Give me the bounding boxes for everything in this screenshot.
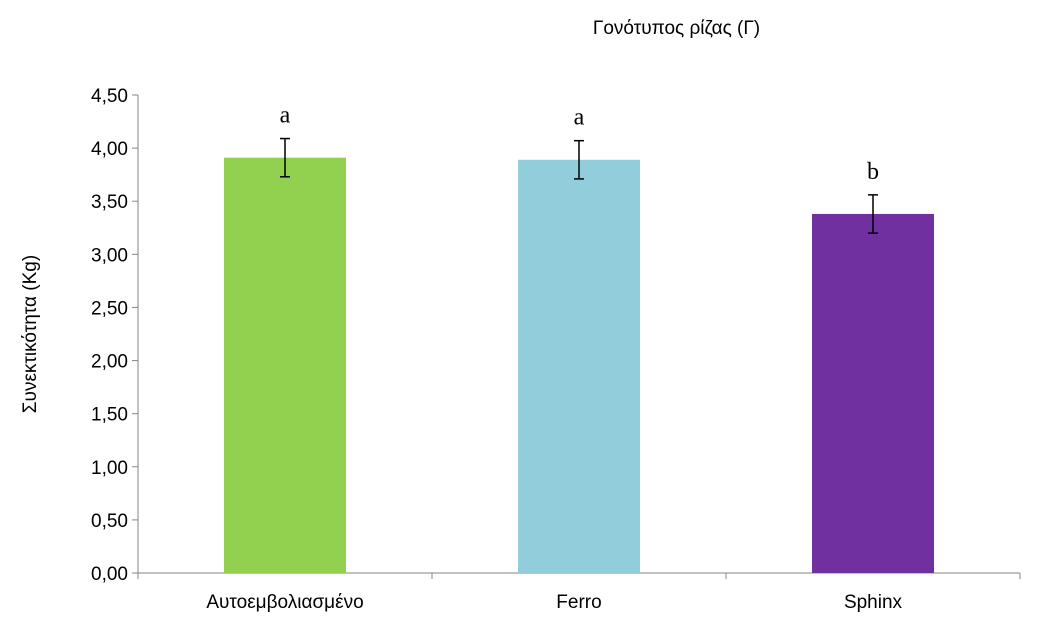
- significance-label: a: [280, 103, 291, 129]
- labels: 0,00 0,50 1,00 1,50 2,00 2,50 3,00 3,50 4,00 4,50…: [20, 86, 903, 613]
- bar: [224, 158, 346, 573]
- y-tick-label: 4,50: [91, 86, 128, 107]
- x-tick-label: Sphinx: [844, 592, 903, 613]
- x-tick-label: Αυτοεμβολιασμένο: [206, 592, 363, 613]
- x-tick-label: Ferro: [556, 592, 601, 613]
- y-tick-label: 2,50: [91, 298, 128, 319]
- y-tick-label: 1,50: [91, 405, 128, 426]
- y-tick-label: 3,50: [91, 192, 128, 213]
- significance-label: a: [574, 105, 585, 131]
- y-tick-label: 3,00: [91, 245, 128, 266]
- bars: [224, 158, 934, 573]
- y-tick-label: 0,00: [91, 564, 128, 585]
- y-tick-label: 0,50: [91, 511, 128, 532]
- y-axis-label: Συνεκτικότητα (Kg): [20, 255, 41, 413]
- y-tick-label: 4,00: [91, 139, 128, 160]
- significance-label: b: [867, 159, 879, 185]
- bar: [812, 214, 934, 573]
- y-tick-label: 1,00: [91, 458, 128, 479]
- y-tick-label: 2,00: [91, 352, 128, 373]
- bar: [518, 160, 640, 573]
